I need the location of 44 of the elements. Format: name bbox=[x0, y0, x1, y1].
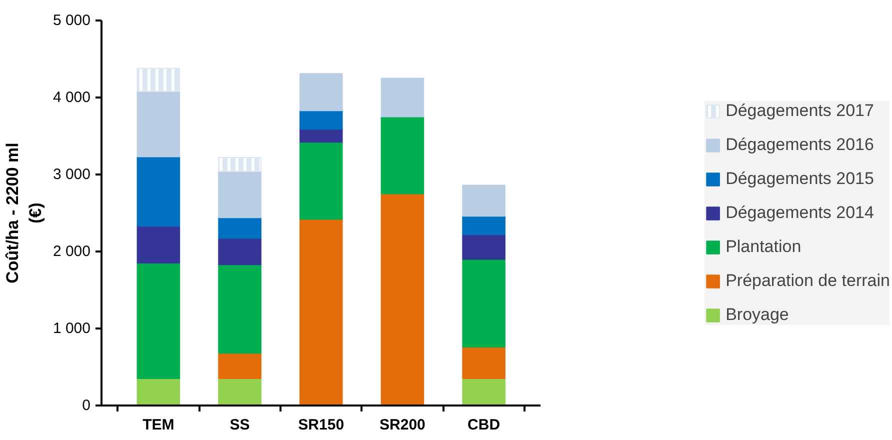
y-tick-label: 5 000 bbox=[52, 12, 91, 29]
legend-label: Dégagements 2016 bbox=[726, 134, 874, 154]
y-tick-label: 4 000 bbox=[52, 89, 91, 106]
bar bbox=[136, 378, 180, 406]
legend-label: Dégagements 2015 bbox=[726, 168, 874, 188]
y-tick-label: 2 000 bbox=[52, 243, 91, 260]
y-tick-label: 1 000 bbox=[52, 320, 91, 337]
legend-label: Dégagements 2017 bbox=[726, 100, 874, 120]
legend-label: Dégagements 2014 bbox=[726, 202, 874, 222]
bar bbox=[218, 217, 262, 239]
y-axis-title: Coût/ha - 2200 ml (€) bbox=[3, 142, 45, 284]
bar bbox=[218, 378, 262, 406]
bar bbox=[299, 110, 343, 130]
y-tick-label: 0 bbox=[82, 397, 90, 414]
bar bbox=[462, 258, 506, 348]
bar bbox=[136, 262, 180, 380]
legend-label: Préparation de terrain bbox=[726, 270, 890, 290]
bar bbox=[462, 216, 506, 236]
x-tick-label: TEM bbox=[142, 416, 174, 434]
bar bbox=[380, 116, 424, 194]
bar bbox=[299, 73, 343, 112]
bar bbox=[218, 170, 262, 218]
bar bbox=[299, 218, 343, 406]
y-tick-label: 3 000 bbox=[52, 166, 91, 183]
x-tick-label: SR200 bbox=[380, 416, 426, 434]
x-tick-label: SS bbox=[230, 416, 250, 434]
x-tick-label: CBD bbox=[468, 416, 500, 434]
bar bbox=[299, 128, 343, 143]
bar bbox=[462, 234, 506, 260]
bar bbox=[380, 78, 424, 118]
bar bbox=[218, 352, 262, 380]
bar bbox=[218, 238, 262, 266]
bar bbox=[136, 156, 180, 227]
bar bbox=[299, 142, 343, 220]
legend-label: Broyage bbox=[726, 304, 789, 324]
bar bbox=[136, 226, 180, 264]
bar bbox=[462, 378, 506, 406]
bar bbox=[380, 193, 424, 406]
x-tick-label: SR150 bbox=[298, 416, 344, 434]
bar bbox=[462, 184, 506, 217]
legend-label: Plantation bbox=[726, 236, 802, 256]
bar bbox=[462, 346, 506, 380]
bar bbox=[218, 264, 262, 354]
bar bbox=[136, 90, 180, 158]
